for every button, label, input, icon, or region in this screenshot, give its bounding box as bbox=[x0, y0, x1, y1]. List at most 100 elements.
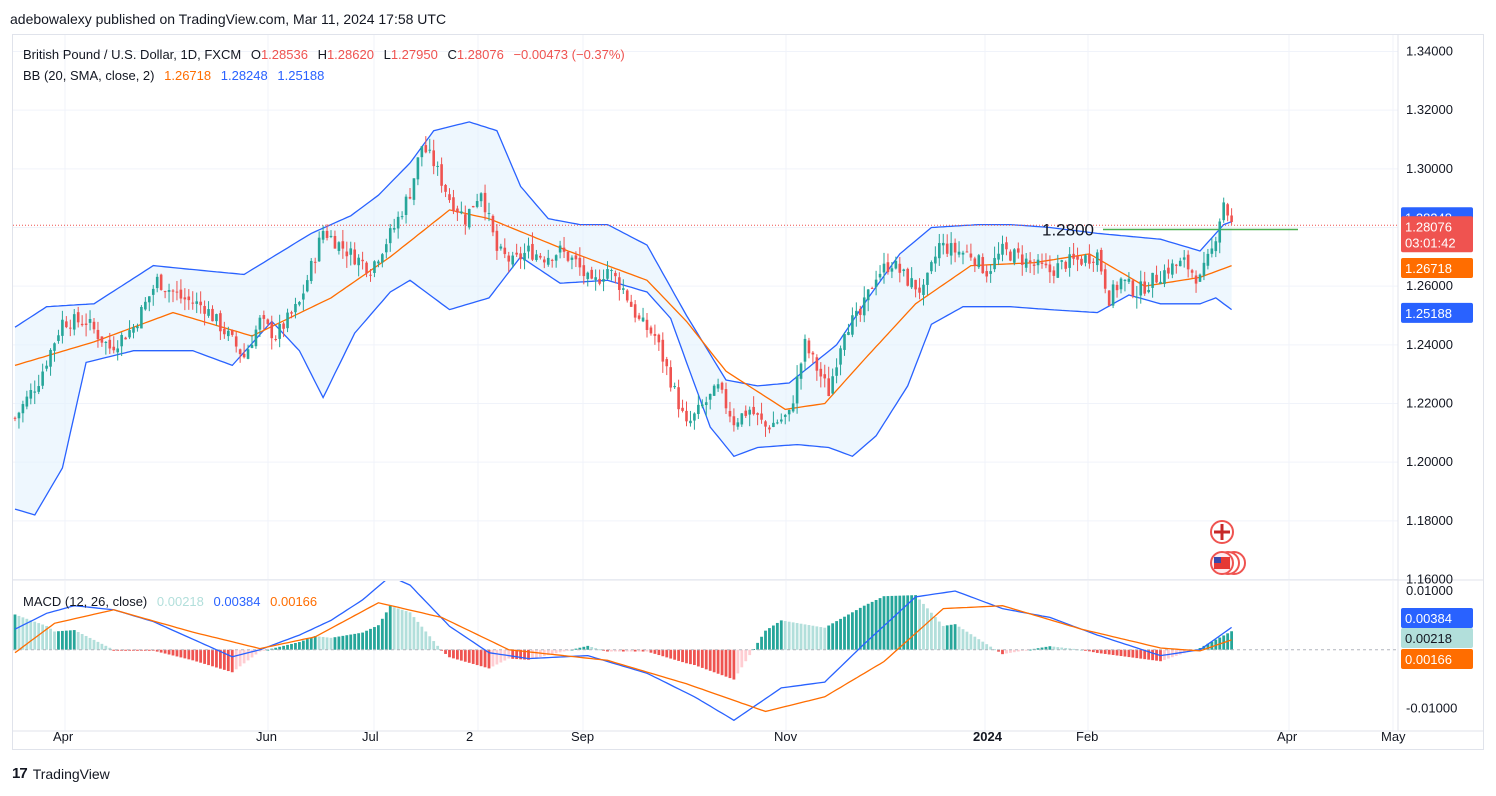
macd-label[interactable]: MACD (12, 26, close) bbox=[23, 594, 148, 609]
candle-body bbox=[1032, 264, 1036, 266]
candle-body bbox=[1119, 278, 1123, 290]
macd-hist-bar bbox=[495, 649, 499, 665]
macd-hist-bar bbox=[839, 618, 842, 650]
macd-hist-bar bbox=[337, 636, 341, 650]
candle-body bbox=[898, 263, 902, 273]
macd-hist-bar bbox=[633, 649, 637, 652]
macd-hist-bar bbox=[1131, 649, 1135, 658]
chart-frame[interactable]: 1.28001.340001.320001.300001.280001.2600… bbox=[12, 34, 1484, 750]
candle-body bbox=[839, 348, 842, 365]
candle-body bbox=[1178, 260, 1182, 267]
candle-body bbox=[72, 314, 76, 330]
candle-body bbox=[456, 208, 459, 213]
macd-signal-line bbox=[14, 602, 1232, 713]
candle-body bbox=[140, 306, 143, 329]
candle-body bbox=[772, 422, 775, 428]
macd-hist-bar bbox=[246, 649, 250, 661]
candle-body bbox=[1009, 251, 1012, 261]
macd-hist-bar bbox=[997, 649, 1000, 652]
macd-hist-bar bbox=[1028, 649, 1032, 651]
bb-label[interactable]: BB (20, SMA, close, 2) bbox=[23, 68, 155, 83]
candle-body bbox=[361, 259, 364, 262]
candle-body bbox=[776, 422, 779, 424]
candle-body bbox=[1218, 221, 1222, 243]
candle-body bbox=[33, 391, 37, 393]
candle-body bbox=[1092, 261, 1095, 263]
candle-body bbox=[938, 243, 941, 259]
macd-hist-bar bbox=[25, 618, 29, 650]
macd-hist-bar bbox=[124, 649, 127, 651]
price-legend: British Pound / U.S. Dollar, 1D, FXCM O1… bbox=[23, 47, 631, 62]
macd-hist-bar bbox=[313, 636, 317, 650]
macd-hist-bar bbox=[586, 645, 590, 650]
candle-body bbox=[930, 262, 933, 272]
chart-canvas[interactable]: 1.28001.340001.320001.300001.280001.2600… bbox=[13, 35, 1483, 749]
candle-body bbox=[1226, 204, 1229, 216]
candle-body bbox=[404, 196, 408, 215]
candle-body bbox=[333, 235, 337, 249]
candle-body bbox=[215, 314, 218, 322]
candle-body bbox=[1036, 259, 1040, 266]
time-axis-label: Jun bbox=[256, 729, 277, 744]
candle-body bbox=[681, 407, 684, 411]
candle-body bbox=[566, 251, 570, 261]
macd-hist-bar bbox=[290, 643, 293, 650]
macd-hist-bar bbox=[384, 612, 388, 650]
candle-body bbox=[760, 413, 763, 420]
symbol-label[interactable]: British Pound / U.S. Dollar, 1D, FXCM bbox=[23, 47, 242, 62]
candle-body bbox=[17, 412, 21, 419]
macd-hist-bar bbox=[400, 609, 404, 650]
candle-body bbox=[649, 327, 653, 334]
candle-body bbox=[527, 245, 530, 252]
macd-hist-bar bbox=[456, 649, 459, 660]
macd-hist-bar bbox=[416, 621, 420, 650]
candle-body bbox=[223, 328, 226, 335]
macd-hist-bar bbox=[582, 646, 586, 650]
macd-hist-bar bbox=[854, 610, 858, 650]
candle-body bbox=[661, 339, 665, 362]
candle-body bbox=[274, 339, 277, 341]
bb-lower-value: 1.25188 bbox=[277, 68, 325, 83]
candle-body bbox=[448, 194, 451, 201]
candle-body bbox=[878, 273, 882, 278]
candle-body bbox=[653, 333, 657, 336]
macd-hist-bar bbox=[475, 649, 479, 666]
macd-hist-bar bbox=[33, 621, 37, 650]
candle-body bbox=[377, 261, 380, 264]
price-axis-label: 1.32000 bbox=[1406, 102, 1453, 117]
candle-body bbox=[625, 290, 629, 301]
macd-hist-bar bbox=[949, 624, 953, 650]
macd-hist-bar bbox=[1060, 647, 1064, 650]
candle-body bbox=[80, 323, 84, 326]
candle-body bbox=[373, 261, 376, 273]
candle-body bbox=[491, 215, 495, 233]
candle-body bbox=[969, 253, 973, 258]
macd-hist-bar bbox=[369, 628, 372, 650]
macd-hist-bar bbox=[88, 637, 92, 650]
candle-body bbox=[167, 290, 171, 292]
macd-hist-bar bbox=[1044, 646, 1048, 650]
macd-hist-bar bbox=[870, 601, 874, 650]
candle-body bbox=[685, 410, 688, 422]
candle-body bbox=[1115, 284, 1119, 291]
candle-body bbox=[1135, 296, 1139, 298]
candle-body bbox=[870, 287, 874, 289]
macd-hist-bar bbox=[851, 612, 854, 650]
macd-hist-tag: 0.00218 bbox=[1405, 631, 1452, 646]
macd-hist-bar bbox=[436, 645, 440, 650]
candle-body bbox=[385, 244, 388, 253]
candle-body bbox=[37, 386, 40, 392]
macd-hist-bar bbox=[491, 649, 495, 667]
candle-body bbox=[120, 334, 123, 347]
candle-body bbox=[416, 157, 420, 180]
candle-body bbox=[136, 326, 139, 329]
change-value: −0.00473 (−0.37%) bbox=[513, 47, 625, 62]
candle-body bbox=[61, 319, 64, 336]
macd-hist-bar bbox=[898, 595, 902, 650]
candle-body bbox=[586, 272, 590, 279]
macd-hist-bar bbox=[515, 649, 519, 660]
macd-hist-bar bbox=[914, 595, 917, 650]
candle-body bbox=[961, 252, 965, 255]
macd-hist-bar bbox=[700, 649, 704, 668]
macd-hist-bar bbox=[104, 645, 108, 650]
